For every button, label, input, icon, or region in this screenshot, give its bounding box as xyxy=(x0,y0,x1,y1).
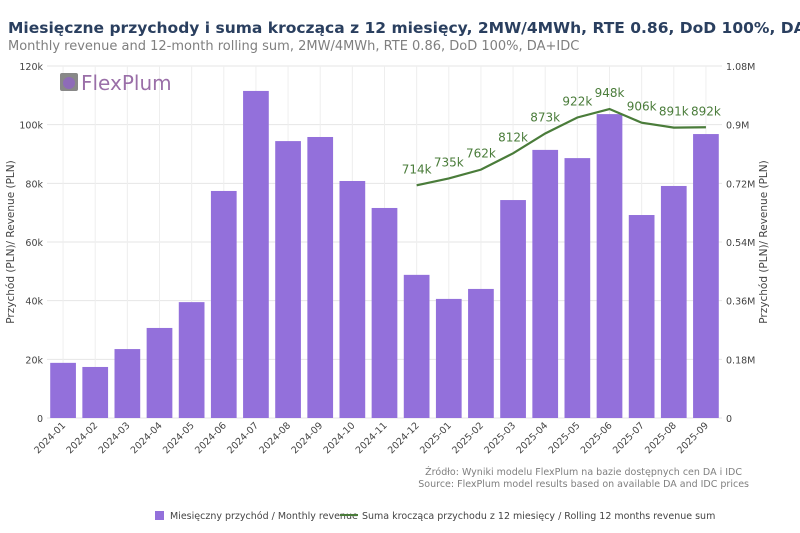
rolling-sum-line xyxy=(416,107,706,187)
x-tick: 2024-11 xyxy=(354,420,390,456)
bar xyxy=(693,134,719,418)
x-tick: 2025-07 xyxy=(611,420,647,456)
data-label: 812k xyxy=(498,130,528,144)
x-tick: 2024-03 xyxy=(97,420,133,456)
x-tick: 2025-09 xyxy=(675,420,711,456)
logo: FlexPlum xyxy=(60,71,172,95)
bar xyxy=(596,114,623,419)
data-label: 714k xyxy=(402,162,432,176)
y-tick-right: 0.72M xyxy=(726,179,755,190)
y-tick-left: 120k xyxy=(19,62,43,73)
x-tick: 2024-10 xyxy=(322,420,358,456)
y-tick-right: 0.9M xyxy=(726,121,749,132)
bar xyxy=(564,158,591,418)
x-tick: 2025-08 xyxy=(643,420,679,456)
legend-bar-swatch xyxy=(155,511,164,520)
bar xyxy=(210,190,237,418)
y-axis-left-label: Przychód (PLN)/ Revenue (PLN) xyxy=(5,160,17,323)
x-tick: 2024-08 xyxy=(257,420,293,456)
data-label: 873k xyxy=(530,110,560,124)
x-tick: 2024-04 xyxy=(129,420,165,456)
data-label: 948k xyxy=(595,86,625,100)
bar xyxy=(146,327,173,418)
bar xyxy=(178,302,205,418)
data-label: 922k xyxy=(562,94,592,108)
legend: Miesięczny przychód / Monthly revenue Su… xyxy=(155,511,715,522)
bar xyxy=(468,288,494,418)
data-label: 892k xyxy=(691,104,721,118)
x-tick: 2025-06 xyxy=(579,420,615,456)
x-tick: 2025-01 xyxy=(418,420,454,456)
y-tick-right: 0.36M xyxy=(726,297,755,308)
y-tick-right: 0.18M xyxy=(726,355,755,366)
x-tick: 2024-01 xyxy=(32,420,68,456)
chart-subtitle: Monthly revenue and 12-month rolling sum… xyxy=(8,39,579,54)
bar xyxy=(275,141,301,419)
legend-bar-label[interactable]: Miesięczny przychód / Monthly revenue xyxy=(170,511,358,522)
bar xyxy=(628,215,655,418)
y-tick-right: 0.54M xyxy=(726,238,755,249)
x-tick: 2024-12 xyxy=(386,420,422,456)
y-tick-right: 0 xyxy=(726,414,732,425)
x-tick: 2025-02 xyxy=(450,420,486,456)
bar xyxy=(500,200,526,418)
x-tick: 2024-09 xyxy=(289,420,325,456)
data-label: 906k xyxy=(627,100,657,114)
legend-line-label[interactable]: Suma krocząca przychodu z 12 miesięcy / … xyxy=(362,511,715,522)
x-tick: 2024-05 xyxy=(161,420,197,456)
y-tick-left: 40k xyxy=(25,297,43,308)
y-tick-left: 60k xyxy=(25,238,43,249)
x-tick: 2025-04 xyxy=(514,420,550,456)
x-tick: 2024-02 xyxy=(64,420,100,456)
y-tick-left: 0 xyxy=(37,414,43,425)
data-label: 762k xyxy=(466,147,496,161)
source-line-1: Źródło: Wyniki modelu FlexPlum na bazie … xyxy=(425,466,742,478)
bar xyxy=(532,149,559,419)
logo-text: FlexPlum xyxy=(81,71,172,95)
bar xyxy=(435,298,462,418)
bar xyxy=(82,366,109,418)
bar xyxy=(50,362,76,418)
bar xyxy=(114,349,141,418)
data-label: 891k xyxy=(659,105,689,119)
bar xyxy=(243,90,269,418)
y-axis-right-label: Przychód (PLN)/ Revenue (PLN) xyxy=(758,160,770,323)
x-tick: 2024-07 xyxy=(225,420,261,456)
chart-title: Miesięczne przychody i suma krocząca z 1… xyxy=(8,19,800,37)
bar xyxy=(307,136,334,418)
x-tick: 2024-06 xyxy=(193,420,229,456)
source-line-2: Source: FlexPlum model results based on … xyxy=(418,479,749,490)
y-tick-right: 1.08M xyxy=(726,62,755,73)
data-label: 735k xyxy=(434,155,464,169)
y-tick-left: 80k xyxy=(25,179,43,190)
bar xyxy=(339,180,366,418)
bar xyxy=(660,185,687,418)
x-tick: 2025-03 xyxy=(482,420,518,456)
x-tick: 2025-05 xyxy=(547,420,583,456)
y-tick-left: 100k xyxy=(19,121,43,132)
y-tick-left: 20k xyxy=(25,355,43,366)
bar xyxy=(403,274,430,418)
bar xyxy=(371,207,398,418)
